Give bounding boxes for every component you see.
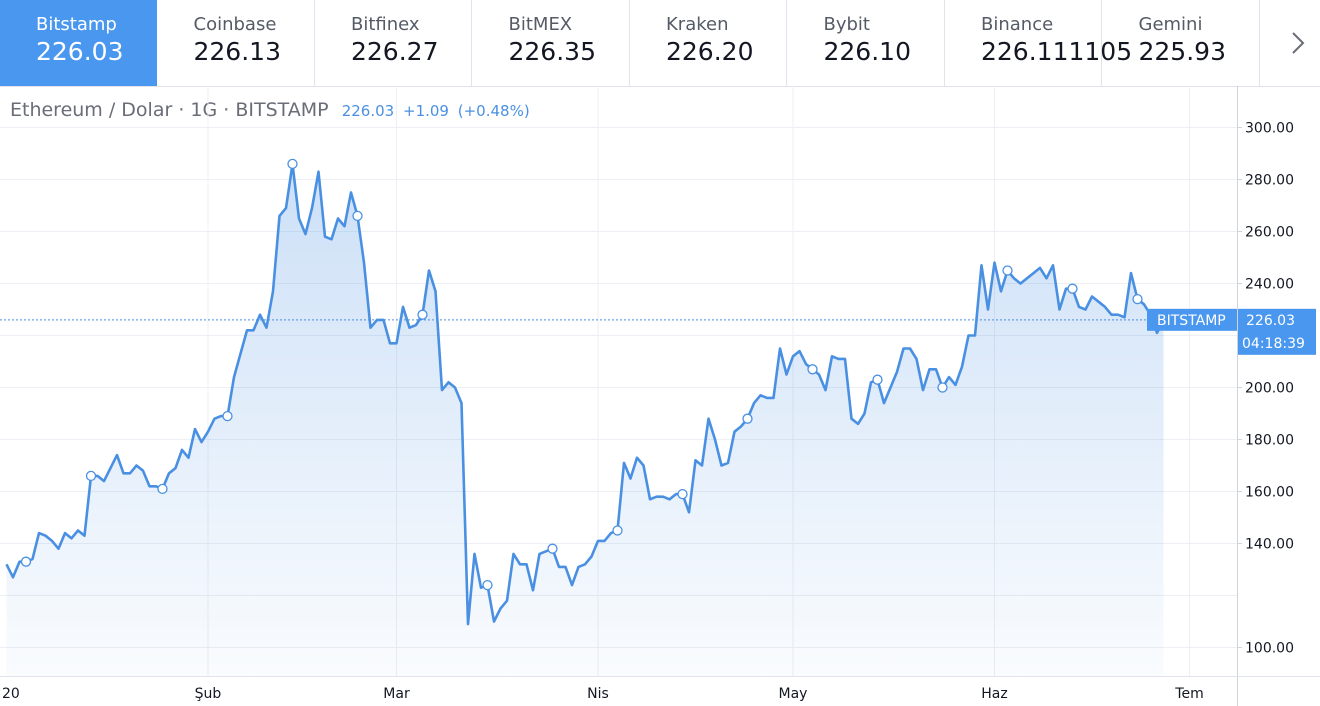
tab-bitmex[interactable]: BitMEX 226.35	[473, 0, 630, 86]
data-point-marker	[352, 210, 363, 222]
data-point-marker	[677, 488, 688, 500]
time-axis-label: May	[779, 686, 808, 702]
data-point-marker	[85, 470, 97, 482]
legend-values: 226.03 +1.09 (+0.48%)	[342, 102, 534, 120]
data-point-marker	[612, 525, 623, 536]
last-price: 226.03	[341, 102, 395, 120]
time-axis-label: Nis	[587, 686, 609, 702]
current-price-label: 226.03	[1246, 313, 1295, 329]
chart-legend: Ethereum / Dolar · 1G · BITSTAMP 226.03 …	[10, 99, 534, 123]
tab-bybit[interactable]: Bybit 226.10	[788, 0, 945, 86]
data-point-marker	[872, 374, 883, 385]
tab-exchange-name: BitMEX	[508, 14, 573, 35]
tab-bitfinex[interactable]: Bitfinex 226.27	[315, 0, 472, 86]
tab-exchange-price: 226.03	[36, 37, 124, 66]
price-axis-label: 160.00	[1245, 485, 1294, 501]
data-point-marker	[1132, 293, 1143, 305]
symbol-title: Ethereum / Dolar · 1G · BITSTAMP	[10, 99, 329, 121]
price-axis-label: 240.00	[1245, 277, 1294, 293]
tab-binance[interactable]: Binance 226.111105	[945, 0, 1132, 86]
tab-gemini[interactable]: Gemini 225.93	[1103, 0, 1260, 86]
tab-exchange-price: 226.20	[666, 37, 754, 66]
data-point-marker	[742, 413, 753, 424]
price-change: +1.09	[403, 102, 449, 120]
tab-exchange-price: 226.13	[193, 37, 281, 66]
price-axis-label: 200.00	[1245, 381, 1294, 397]
data-point-marker	[417, 309, 428, 320]
data-point-marker	[937, 382, 948, 393]
data-point-marker	[547, 543, 558, 554]
time-axis-label: Mar	[383, 686, 410, 702]
price-change-percent: (+0.48%)	[457, 102, 530, 120]
data-point-marker	[1067, 283, 1078, 294]
tab-bitstamp[interactable]: Bitstamp 226.03	[0, 0, 157, 86]
tab-exchange-name: Binance	[981, 14, 1054, 35]
tab-exchange-price: 226.111105	[981, 37, 1133, 66]
data-point-marker	[482, 579, 493, 591]
tab-exchange-name: Gemini	[1138, 14, 1203, 35]
data-point-marker	[222, 410, 233, 422]
exchange-label: BITSTAMP	[1157, 313, 1226, 329]
time-axis-label: Tem	[1174, 686, 1203, 702]
price-area-fill	[6, 163, 1164, 676]
time-axis-label: 20	[2, 686, 20, 702]
tab-exchange-price: 226.10	[823, 37, 911, 66]
price-axis-label: 100.00	[1245, 641, 1294, 657]
price-line	[5, 162, 1165, 626]
tab-kraken[interactable]: Kraken 226.20	[630, 0, 787, 86]
tab-exchange-price: 226.27	[351, 37, 439, 66]
price-axis-label: 260.00	[1245, 225, 1294, 241]
price-axis-label: 280.00	[1245, 173, 1294, 189]
price-chart[interactable]: 100.00 140.00 160.00 180.00 200.00 240.00 260.…	[0, 86, 1320, 706]
current-price-badge	[1238, 308, 1316, 355]
price-axis-label: 300.00	[1245, 121, 1294, 137]
exchange-label-box	[1147, 308, 1237, 331]
tab-exchange-name: Kraken	[666, 14, 729, 35]
time-axis-label: Şub	[195, 686, 222, 702]
tab-exchange-name: Coinbase	[193, 14, 277, 35]
chevron-right-icon	[1292, 32, 1305, 54]
data-point-marker	[807, 364, 818, 375]
tab-exchange-price: 226.35	[508, 37, 596, 66]
bar-countdown: 04:18:39	[1242, 336, 1305, 352]
data-point-marker	[157, 483, 168, 495]
data-point-marker	[1002, 265, 1013, 276]
tab-coinbase[interactable]: Coinbase 226.13	[158, 0, 315, 86]
tab-exchange-name: Bitfinex	[351, 14, 420, 35]
tab-exchange-name: Bybit	[823, 14, 871, 35]
price-axis-label: 140.00	[1245, 537, 1294, 553]
exchange-tabs: Bitstamp 226.03 Coinbase 226.13 Bitfinex 226.…	[0, 0, 1320, 87]
price-axis-label: 180.00	[1245, 433, 1294, 449]
data-point-marker	[20, 556, 32, 567]
data-point-marker	[287, 158, 298, 170]
tab-exchange-price: 225.93	[1138, 37, 1226, 66]
scroll-tabs-right-button[interactable]	[1276, 0, 1320, 86]
tab-exchange-name: Bitstamp	[36, 14, 117, 35]
time-axis-label: Haz	[981, 686, 1007, 702]
